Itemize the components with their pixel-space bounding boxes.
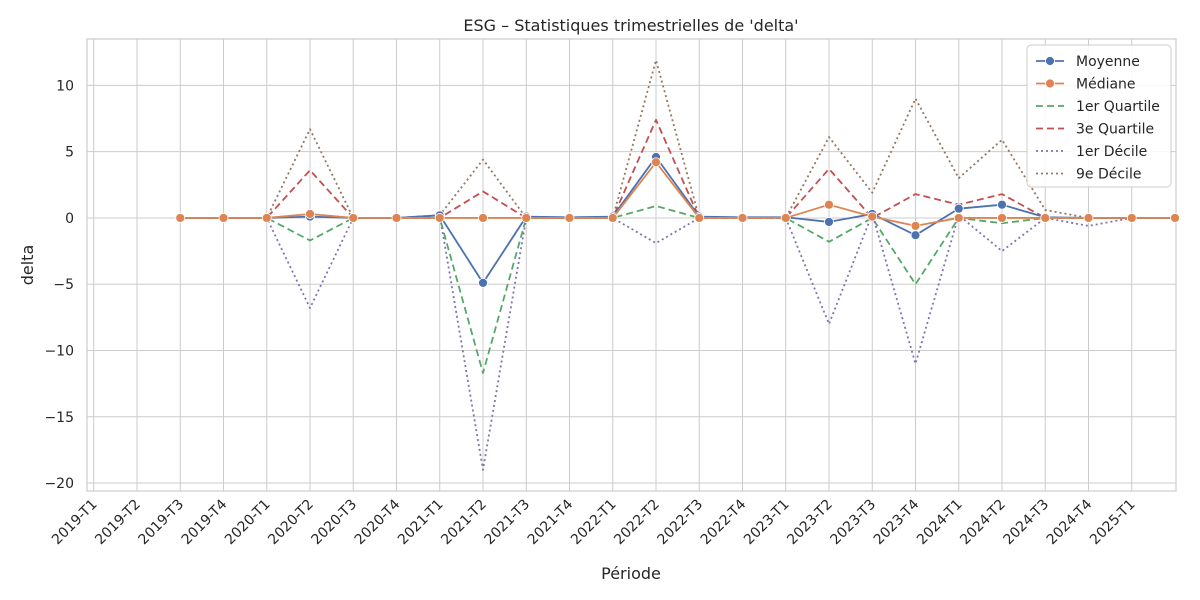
x-tick-label: 2023-T2 xyxy=(784,497,836,549)
series-line-1er-decile xyxy=(180,213,1175,471)
data-point xyxy=(1126,213,1137,223)
data-point xyxy=(175,213,186,223)
y-axis-label: delta xyxy=(18,245,37,286)
data-point xyxy=(348,213,359,223)
y-tick-label: −15 xyxy=(44,410,74,426)
x-tick-label: 2020-T3 xyxy=(309,497,361,549)
x-tick-label: 2020-T4 xyxy=(352,496,404,548)
data-point xyxy=(737,213,748,223)
data-point xyxy=(1040,213,1051,223)
y-tick-labels: −20 −15 −10 −5 0 5 10 xyxy=(44,78,74,492)
data-point xyxy=(607,213,618,223)
series-line-mediane xyxy=(180,161,1175,227)
data-point xyxy=(824,217,834,227)
series-1er-decile xyxy=(180,213,1175,471)
y-tick-label: −5 xyxy=(53,277,74,293)
x-tick-label: 2022-T1 xyxy=(568,497,620,549)
x-tick-label: 2019-T1 xyxy=(49,497,101,549)
data-point xyxy=(218,213,229,223)
series-9e-decile xyxy=(180,59,1175,219)
x-tick-label: 2021-T1 xyxy=(395,497,447,549)
data-point xyxy=(434,213,445,223)
data-point xyxy=(997,213,1007,223)
x-tick-label: 2024-T4 xyxy=(1044,496,1096,548)
series-1er-quartile xyxy=(180,205,1175,374)
x-tick-label: 2021-T3 xyxy=(482,497,534,549)
legend-label: 3e Quartile xyxy=(1076,122,1154,138)
x-tick-label: 2021-T4 xyxy=(525,496,577,548)
data-point xyxy=(867,211,878,222)
data-point xyxy=(478,277,488,288)
x-tick-label: 2024-T2 xyxy=(957,497,1009,549)
x-tick-label: 2020-T1 xyxy=(222,497,274,549)
series-line-3e-quartile xyxy=(180,118,1175,219)
series-line-1er-quartile xyxy=(180,205,1175,374)
legend-label: Médiane xyxy=(1076,77,1136,93)
data-point xyxy=(997,199,1007,210)
data-point xyxy=(651,157,661,168)
data-point xyxy=(261,213,272,223)
data-point xyxy=(694,213,705,223)
x-tick-label: 2021-T2 xyxy=(438,497,490,549)
legend-item: 1er Décile xyxy=(1036,144,1147,160)
legend-marker xyxy=(1045,78,1055,89)
data-point xyxy=(521,213,532,223)
legend-item: Médiane xyxy=(1036,77,1136,93)
data-point xyxy=(391,213,402,223)
legend-label: Moyenne xyxy=(1076,54,1140,70)
x-axis-label: Période xyxy=(601,564,661,583)
data-point xyxy=(780,213,791,223)
series-mediane xyxy=(175,157,1180,231)
y-tick-label: −20 xyxy=(44,476,74,492)
legend-label: 1er Quartile xyxy=(1076,99,1160,115)
data-point xyxy=(824,199,834,210)
legend-item: 1er Quartile xyxy=(1036,99,1160,115)
x-tick-label: 2024-T1 xyxy=(914,497,966,549)
x-tick-label: 2025-T1 xyxy=(1087,497,1139,549)
y-tick-label: 0 xyxy=(65,211,74,227)
plot-frame xyxy=(86,38,1177,492)
series-3e-quartile xyxy=(180,118,1175,219)
chart-title: ESG – Statistiques trimestrielles de 'de… xyxy=(463,16,798,35)
x-tick-label: 2022-T4 xyxy=(698,496,750,548)
data-point xyxy=(910,230,921,241)
x-tick-label: 2019-T4 xyxy=(179,496,231,548)
legend-label: 1er Décile xyxy=(1076,144,1147,160)
y-tick-label: 10 xyxy=(56,78,74,94)
y-tick-label: −10 xyxy=(44,343,74,359)
y-tick-label: 5 xyxy=(65,145,74,161)
data-point xyxy=(953,203,964,214)
x-tick-label: 2022-T2 xyxy=(611,497,663,549)
data-point xyxy=(564,213,575,223)
series-group xyxy=(175,59,1180,471)
grid xyxy=(87,39,1176,491)
x-tick-label: 2020-T2 xyxy=(265,497,317,549)
data-point xyxy=(478,213,488,223)
x-tick-label: 2023-T1 xyxy=(741,497,793,549)
legend-label: 9e Décile xyxy=(1076,167,1141,183)
data-point xyxy=(305,209,315,219)
series-line-9e-decile xyxy=(180,59,1175,219)
legend-item: 3e Quartile xyxy=(1036,122,1154,138)
legend-item: Moyenne xyxy=(1036,54,1140,70)
data-point xyxy=(910,220,921,231)
x-tick-label: 2024-T3 xyxy=(1001,497,1053,549)
x-tick-label: 2022-T3 xyxy=(655,497,707,549)
legend: Moyenne Médiane 1er Quartile 3e Quartile 1er… xyxy=(1026,44,1172,188)
legend-item: 9e Décile xyxy=(1036,167,1141,183)
data-point xyxy=(953,213,964,223)
x-tick-label: 2019-T2 xyxy=(92,497,144,549)
data-point xyxy=(1170,213,1180,223)
x-tick-labels: 2019-T12019-T22019-T32019-T42020-T12020-… xyxy=(49,496,1139,548)
x-tick-label: 2023-T4 xyxy=(871,496,923,548)
x-tick-label: 2023-T3 xyxy=(828,497,880,549)
legend-marker xyxy=(1045,56,1055,66)
x-tick-label: 2019-T3 xyxy=(136,497,188,549)
data-point xyxy=(1083,213,1094,223)
